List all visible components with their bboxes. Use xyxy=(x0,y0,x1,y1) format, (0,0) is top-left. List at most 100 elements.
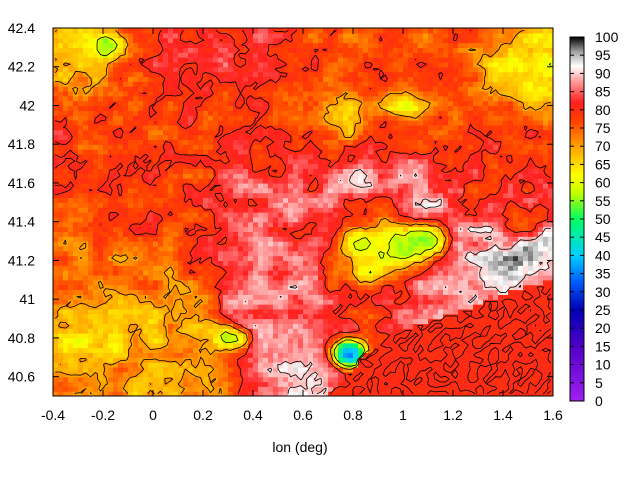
heatmap-cell xyxy=(203,163,209,170)
heatmap-cell xyxy=(138,265,144,271)
heatmap-cell xyxy=(163,366,169,373)
heatmap-cell xyxy=(428,173,434,179)
heatmap-cell xyxy=(408,163,414,170)
heatmap-cell xyxy=(288,270,294,276)
heatmap-cell xyxy=(193,212,199,218)
heatmap-cell xyxy=(548,187,553,194)
heatmap-cell xyxy=(463,163,469,170)
heatmap-cell xyxy=(153,250,159,257)
heatmap-cell xyxy=(138,337,144,344)
heatmap-cell xyxy=(488,221,494,228)
heatmap-cell xyxy=(468,163,474,170)
heatmap-cell xyxy=(103,202,109,208)
heatmap-cell xyxy=(183,270,189,276)
heatmap-cell xyxy=(243,250,249,257)
heatmap-cell xyxy=(53,236,59,242)
heatmap-cell xyxy=(378,260,384,266)
heatmap-cell xyxy=(228,207,234,213)
heatmap-cell xyxy=(508,255,514,262)
heatmap-cell xyxy=(358,342,364,349)
heatmap-cell xyxy=(258,187,264,194)
heatmap-cell xyxy=(418,270,424,276)
heatmap-cell xyxy=(528,342,534,349)
heatmap-cell xyxy=(393,173,399,179)
heatmap-cell xyxy=(393,304,399,310)
heatmap-cell xyxy=(113,279,119,286)
heatmap-cell xyxy=(433,294,439,300)
heatmap-cell xyxy=(308,236,314,242)
heatmap-cell xyxy=(478,299,484,305)
heatmap-cell xyxy=(468,255,474,262)
heatmap-cell xyxy=(458,236,464,242)
heatmap-cell xyxy=(278,318,284,324)
heatmap-cell xyxy=(178,284,184,291)
heatmap-cell xyxy=(533,265,539,271)
heatmap-cell xyxy=(208,391,214,396)
heatmap-cell xyxy=(328,323,334,329)
heatmap-cell xyxy=(423,255,429,262)
heatmap-cell xyxy=(278,216,284,223)
heatmap-cell xyxy=(278,231,284,237)
heatmap-cell xyxy=(113,182,119,189)
heatmap-cell xyxy=(273,241,279,247)
heatmap-cell xyxy=(253,182,259,189)
heatmap-cell xyxy=(373,221,379,228)
heatmap-cell xyxy=(483,158,489,165)
heatmap-cell xyxy=(378,182,384,189)
heatmap-cell xyxy=(548,386,553,392)
heatmap-cell xyxy=(538,187,544,194)
heatmap-cell xyxy=(353,313,359,320)
heatmap-cell xyxy=(438,241,444,247)
heatmap-cell xyxy=(453,260,459,266)
heatmap-cell xyxy=(438,342,444,349)
heatmap-cell xyxy=(493,328,499,334)
heatmap-cell xyxy=(528,362,534,368)
heatmap-cell xyxy=(383,391,389,396)
heatmap-cell xyxy=(383,386,389,392)
heatmap-cell xyxy=(223,158,229,165)
heatmap-cell xyxy=(378,236,384,242)
heatmap-cell xyxy=(63,333,69,339)
heatmap-cell xyxy=(503,216,509,223)
heatmap-cell xyxy=(413,318,419,324)
heatmap-cell xyxy=(513,304,519,310)
heatmap-cell xyxy=(453,231,459,237)
heatmap-cell xyxy=(503,284,509,291)
heatmap-cell xyxy=(418,308,424,315)
heatmap-cell xyxy=(398,279,404,286)
heatmap-cell xyxy=(433,342,439,349)
heatmap-cell xyxy=(188,158,194,165)
heatmap-cell xyxy=(373,236,379,242)
heatmap-cell xyxy=(203,318,209,324)
heatmap-cell xyxy=(488,260,494,266)
heatmap-cell xyxy=(128,279,134,286)
heatmap-cell xyxy=(363,289,369,295)
heatmap-cell xyxy=(293,236,299,242)
heatmap-cell xyxy=(308,221,314,228)
heatmap-cell xyxy=(103,289,109,295)
heatmap-cell xyxy=(393,236,399,242)
heatmap-cell xyxy=(323,376,329,383)
heatmap-cell xyxy=(503,207,509,213)
heatmap-cell xyxy=(88,294,94,300)
heatmap-cell xyxy=(243,352,249,358)
heatmap-cell xyxy=(323,357,329,363)
heatmap-cell xyxy=(313,245,319,252)
heatmap-cell xyxy=(523,304,529,310)
heatmap-cell xyxy=(343,366,349,373)
heatmap-cell xyxy=(168,207,174,213)
heatmap-cell xyxy=(188,381,194,387)
heatmap-cell xyxy=(93,304,99,310)
heatmap-cell xyxy=(443,376,449,383)
heatmap-cell xyxy=(133,274,139,281)
heatmap-cell xyxy=(433,182,439,189)
heatmap-cell xyxy=(368,337,374,344)
heatmap-cell xyxy=(508,207,514,213)
heatmap-cell xyxy=(148,265,154,271)
heatmap-cell xyxy=(173,289,179,295)
heatmap-cell xyxy=(268,299,274,305)
heatmap-cell xyxy=(218,245,224,252)
heatmap-cell xyxy=(368,173,374,179)
heatmap-cell xyxy=(353,163,359,170)
heatmap-cell xyxy=(488,192,494,199)
